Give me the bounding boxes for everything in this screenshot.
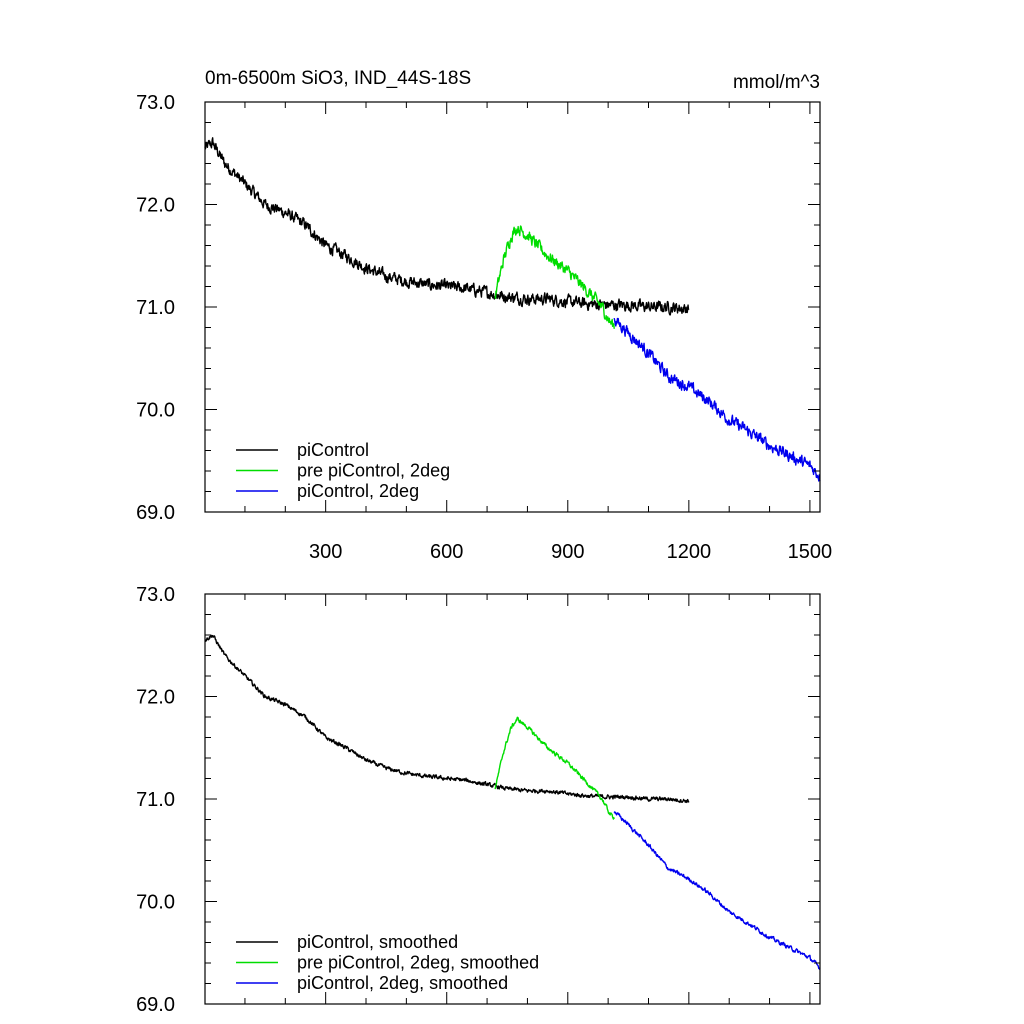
series-line-1 (494, 225, 615, 329)
x-tick-label: 300 (309, 541, 342, 563)
series-line-1 (494, 716, 615, 820)
bottom-panel: 69.0 70.0 71.0 72.0 73.0 piControl, smoothed… (136, 584, 821, 1016)
x-tick-label: 1500 (788, 541, 833, 563)
legend-label: piControl, smoothed (297, 932, 458, 952)
ticks-layer: 69.0 70.0 71.0 72.0 73.0 300 600 900 1200 1500 (136, 92, 832, 563)
y-tick-label: 70.0 (136, 892, 175, 914)
x-tick-label: 900 (551, 541, 584, 563)
y-tick-label: 69.0 (136, 502, 175, 524)
x-tick-label: 600 (430, 541, 463, 563)
top-panel: 0m-6500m SiO3, IND_44S-18S mmol/m^3 69.0… (136, 68, 832, 563)
series-layer (204, 634, 821, 970)
y-tick-label: 70.0 (136, 400, 175, 422)
legend-label: pre piControl, 2deg (297, 461, 450, 481)
units-label: mmol/m^3 (733, 72, 820, 93)
series-line-2 (613, 811, 821, 970)
y-tick-label: 69.0 (136, 994, 175, 1016)
y-tick-label: 71.0 (136, 789, 175, 811)
series-line-2 (613, 317, 821, 482)
series-line-0 (204, 634, 690, 804)
series-layer (204, 137, 821, 482)
y-tick-label: 72.0 (136, 195, 175, 217)
legend-label: piControl, 2deg, smoothed (297, 973, 508, 993)
y-tick-label: 72.0 (136, 687, 175, 709)
y-tick-label: 71.0 (136, 297, 175, 319)
ticks-layer: 69.0 70.0 71.0 72.0 73.0 (136, 584, 820, 1016)
legend-label: piControl (297, 440, 369, 460)
y-tick-label: 73.0 (136, 584, 175, 606)
chart-title: 0m-6500m SiO3, IND_44S-18S (205, 68, 471, 89)
x-tick-label: 1200 (667, 541, 712, 563)
y-tick-label: 73.0 (136, 92, 175, 114)
legend-label: pre piControl, 2deg, smoothed (297, 953, 539, 973)
legend-label: piControl, 2deg (297, 481, 419, 501)
series-line-0 (204, 137, 690, 316)
